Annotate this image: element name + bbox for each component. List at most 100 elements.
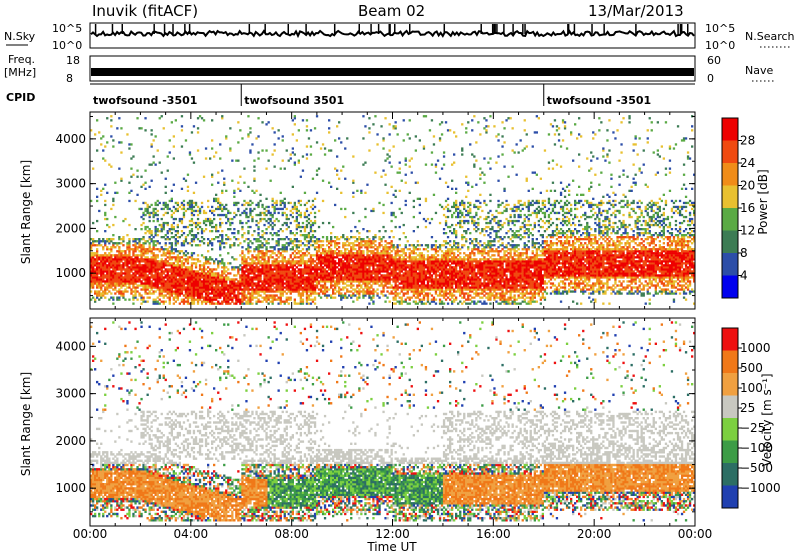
data-cell bbox=[116, 191, 119, 194]
data-cell bbox=[261, 246, 264, 249]
data-cell bbox=[269, 270, 272, 273]
data-cell bbox=[344, 276, 347, 279]
data-cell bbox=[424, 286, 428, 289]
data-cell bbox=[418, 290, 421, 293]
data-cell bbox=[408, 256, 411, 259]
data-cell bbox=[358, 292, 361, 295]
data-cell bbox=[202, 242, 206, 245]
data-cell bbox=[142, 217, 145, 221]
data-cell bbox=[104, 183, 107, 186]
data-cell bbox=[164, 288, 167, 291]
data-cell bbox=[231, 232, 234, 235]
data-cell bbox=[192, 294, 196, 297]
data-cell bbox=[340, 141, 343, 144]
data-cell bbox=[110, 284, 113, 287]
data-cell bbox=[162, 223, 165, 227]
data-cell bbox=[410, 276, 413, 279]
data-cell bbox=[392, 244, 395, 247]
data-cell bbox=[202, 119, 206, 122]
data-cell bbox=[110, 115, 113, 118]
data-cell bbox=[239, 286, 242, 289]
data-cell bbox=[233, 211, 236, 215]
data-cell bbox=[134, 256, 137, 259]
data-cell bbox=[362, 238, 365, 241]
data-cell bbox=[412, 246, 415, 249]
data-cell bbox=[223, 278, 226, 281]
data-cell bbox=[307, 258, 311, 261]
data-cell bbox=[112, 199, 115, 203]
data-cell bbox=[394, 272, 397, 275]
data-cell bbox=[275, 203, 278, 207]
data-cell bbox=[174, 258, 177, 261]
data-cell bbox=[311, 244, 315, 247]
data-cell bbox=[94, 292, 97, 295]
data-cell bbox=[315, 286, 319, 289]
data-cell bbox=[247, 276, 250, 279]
data-cell bbox=[362, 282, 365, 285]
data-cell bbox=[325, 294, 329, 297]
data-cell bbox=[315, 278, 319, 281]
data-cell bbox=[202, 278, 206, 281]
data-cell bbox=[144, 213, 147, 217]
data-cell bbox=[295, 276, 298, 279]
data-cell bbox=[428, 276, 432, 279]
data-cell bbox=[346, 236, 349, 239]
data-cell bbox=[152, 268, 155, 271]
data-cell bbox=[332, 274, 335, 277]
data-cell bbox=[184, 282, 188, 285]
data-cell bbox=[307, 302, 311, 305]
data-cell bbox=[410, 270, 413, 273]
data-cell bbox=[136, 298, 139, 301]
data-cell bbox=[424, 274, 428, 277]
data-cell bbox=[344, 258, 347, 261]
data-cell bbox=[360, 274, 363, 277]
data-cell bbox=[382, 225, 385, 229]
data-cell bbox=[190, 256, 194, 259]
data-cell bbox=[273, 294, 276, 297]
data-cell bbox=[352, 268, 355, 271]
data-cell bbox=[330, 244, 333, 247]
data-cell bbox=[92, 252, 95, 255]
data-cell bbox=[392, 266, 395, 269]
data-cell bbox=[354, 290, 357, 293]
data-cell bbox=[196, 221, 200, 225]
data-cell bbox=[162, 266, 165, 269]
data-cell bbox=[400, 298, 403, 301]
data-cell bbox=[283, 167, 286, 170]
data-cell bbox=[350, 278, 353, 281]
data-cell bbox=[211, 276, 214, 279]
data-cell bbox=[229, 294, 232, 297]
data-cell bbox=[265, 276, 268, 279]
data-cell bbox=[428, 292, 432, 295]
data-cell bbox=[140, 280, 143, 283]
data-cell bbox=[182, 215, 186, 219]
data-cell bbox=[186, 260, 190, 263]
data-cell bbox=[281, 262, 284, 265]
data-cell bbox=[221, 278, 224, 281]
data-cell bbox=[299, 270, 302, 273]
data-cell bbox=[396, 286, 399, 289]
data-cell bbox=[319, 268, 323, 271]
data-cell bbox=[398, 256, 401, 259]
data-cell bbox=[192, 205, 196, 209]
data-cell bbox=[249, 300, 252, 303]
data-cell bbox=[184, 272, 188, 275]
data-cell bbox=[168, 286, 171, 289]
data-cell bbox=[390, 254, 393, 257]
data-cell bbox=[118, 248, 121, 251]
data-cell bbox=[360, 258, 363, 261]
data-cell bbox=[354, 254, 357, 257]
data-cell bbox=[364, 286, 367, 289]
data-cell bbox=[207, 292, 210, 295]
data-cell bbox=[362, 256, 365, 259]
data-cell bbox=[168, 254, 171, 257]
data-cell bbox=[225, 296, 228, 299]
data-cell bbox=[309, 205, 313, 209]
data-cell bbox=[134, 288, 137, 291]
data-cell bbox=[200, 201, 204, 205]
data-cell bbox=[364, 280, 367, 283]
data-cell bbox=[360, 238, 363, 241]
data-cell bbox=[338, 272, 341, 275]
data-cell bbox=[213, 288, 216, 291]
data-cell bbox=[408, 302, 411, 305]
